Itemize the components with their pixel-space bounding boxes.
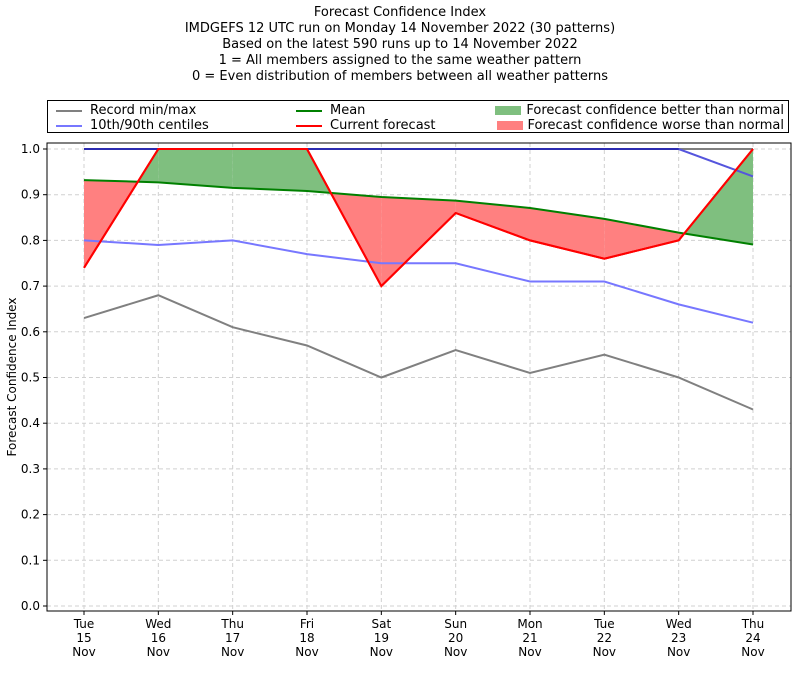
x-tick-label: Thu 24 Nov [741, 617, 765, 659]
x-tick-label-day: 16 [151, 631, 166, 645]
legend-item-mean: Mean [296, 103, 365, 118]
y-tick-label: 0.3 [21, 462, 40, 476]
x-tick-label-day: 17 [225, 631, 240, 645]
legend-swatch-better [495, 106, 522, 115]
x-tick-label-dow: Thu [220, 617, 244, 631]
legend-swatch-current [296, 124, 322, 127]
chart-title-block: Forecast Confidence Index IMDGEFS 12 UTC… [0, 5, 800, 85]
fill-better-than-normal [158, 149, 233, 188]
series-line-10th-centile [83, 239, 754, 324]
x-tick-label-dow: Sun [444, 617, 467, 631]
series-lines [83, 148, 754, 411]
fill-worse-than-normal [455, 200, 530, 241]
x-tick-label-dow: Thu [741, 617, 765, 631]
legend-item-centiles: 10th/90th centiles [56, 118, 209, 133]
legend-item-current-forecast: Current forecast [296, 118, 436, 133]
chart-subtitle-line: 0 = Even distribution of members between… [191, 69, 609, 84]
series-line-current-forecast-top [83, 148, 754, 288]
x-tick-label-day: 24 [745, 631, 760, 645]
legend-item-record-min-max: Record min/max [56, 103, 196, 118]
fill-worse-than-normal [381, 196, 456, 287]
x-tick-label-mon: Nov [370, 645, 393, 659]
legend-label: Forecast confidence worse than normal [527, 118, 785, 133]
x-tick-label-day: 15 [76, 631, 91, 645]
x-tick-label: Mon 21 Nov [517, 617, 542, 659]
legend-item-worse: Forecast confidence worse than normal [496, 118, 785, 133]
x-tick-label-dow: Wed [666, 617, 692, 631]
x-tick-label-day: 23 [671, 631, 686, 645]
y-tick-label: 0.0 [21, 599, 40, 613]
x-tick-label: Sat 19 Nov [370, 617, 393, 659]
series-line-record-min [83, 294, 754, 411]
x-tick-label-day: 20 [448, 631, 463, 645]
x-tick-label: Wed 23 Nov [666, 617, 692, 659]
legend-label: 10th/90th centiles [90, 118, 209, 133]
legend-swatch-record [56, 109, 82, 112]
x-tick-label-mon: Nov [444, 645, 467, 659]
x-tick-label: Fri 18 Nov [295, 617, 318, 659]
y-tick-label: 0.5 [21, 371, 40, 385]
legend-label: Current forecast [330, 118, 436, 133]
legend-label: Record min/max [90, 103, 197, 118]
x-tick-label-dow: Tue [73, 617, 95, 631]
y-tick-label: 0.9 [21, 188, 40, 202]
x-tick-label-mon: Nov [593, 645, 616, 659]
fill-worse-than-normal [530, 207, 605, 259]
x-tick-label-dow: Sat [371, 617, 391, 631]
x-tick-label: Tue 22 Nov [593, 617, 616, 659]
chart-title: Forecast Confidence Index [313, 5, 487, 20]
x-tick-label-mon: Nov [147, 645, 170, 659]
x-tick-label-day: 21 [522, 631, 537, 645]
legend-label: Forecast confidence better than normal [526, 103, 784, 118]
chart-subtitle-line: 1 = All members assigned to the same wea… [218, 53, 582, 68]
confidence-fills [84, 149, 753, 287]
y-tick-label: 1.0 [21, 142, 40, 156]
legend-swatch-worse [496, 121, 523, 130]
x-tick-label-mon: Nov [221, 645, 244, 659]
x-tick-label: Wed 16 Nov [145, 617, 171, 659]
y-tick-label: 0.1 [21, 553, 40, 567]
y-tick-label: 0.6 [21, 325, 40, 339]
x-tick-label-day: 19 [374, 631, 389, 645]
x-tick-label: Tue 15 Nov [72, 617, 95, 659]
y-axis: 0.0 0.1 0.2 0.3 0.4 0.5 0.6 0.7 0.8 0.9 1.0 [21, 142, 47, 613]
fill-better-than-normal [232, 149, 307, 192]
legend-swatch-mean [296, 109, 322, 112]
x-tick-label-dow: Mon [517, 617, 542, 631]
x-tick-label-mon: Nov [741, 645, 764, 659]
x-tick-label-dow: Fri [300, 617, 314, 631]
x-tick-label-mon: Nov [295, 645, 318, 659]
legend-swatch-centiles [56, 124, 82, 127]
x-tick-label: Thu 17 Nov [220, 617, 244, 659]
fill-worse-than-normal [604, 218, 679, 259]
x-tick-label-dow: Wed [145, 617, 171, 631]
x-tick-label-mon: Nov [667, 645, 690, 659]
y-tick-label: 0.2 [21, 508, 40, 522]
y-tick-label: 0.4 [21, 416, 40, 430]
chart-subtitle-line: Based on the latest 590 runs up to 14 No… [222, 37, 578, 52]
legend-label: Mean [330, 103, 366, 118]
x-tick-label-mon: Nov [518, 645, 541, 659]
x-tick-label-day: 18 [299, 631, 314, 645]
series-line-mean [83, 179, 754, 246]
legend: Record min/max 10th/90th centiles Mean C… [47, 100, 789, 133]
x-tick-label-dow: Tue [593, 617, 615, 631]
y-axis-label: Forecast Confidence Index [5, 298, 19, 457]
y-tick-label: 0.8 [21, 233, 40, 247]
legend-item-better: Forecast confidence better than normal [495, 103, 784, 118]
y-tick-label: 0.7 [21, 279, 40, 293]
x-tick-label-mon: Nov [72, 645, 95, 659]
chart-subtitle-line: IMDGEFS 12 UTC run on Monday 14 November… [184, 21, 616, 36]
fill-better-than-normal [684, 149, 753, 245]
x-tick-label-day: 22 [597, 631, 612, 645]
x-tick-label: Sun 20 Nov [444, 617, 467, 659]
